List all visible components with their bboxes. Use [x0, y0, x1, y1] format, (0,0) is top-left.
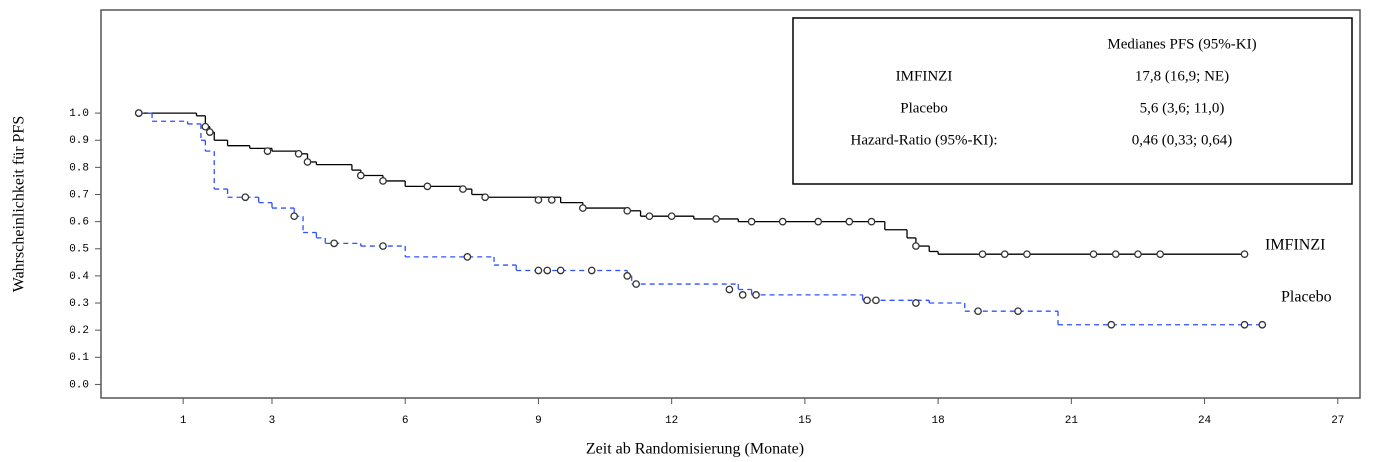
y-tick-label: 0.0 — [69, 379, 89, 391]
censor-mark — [867, 217, 876, 226]
table-row-label: Hazard-Ratio (95%-KI): — [850, 132, 997, 148]
censor-mark — [294, 149, 303, 158]
censor-mark — [1111, 250, 1120, 259]
censor-mark — [1089, 250, 1098, 259]
censor-mark — [1240, 250, 1249, 259]
y-tick-label: 0.3 — [69, 298, 89, 310]
y-tick-label: 0.2 — [69, 325, 89, 337]
x-tick-label: 21 — [1065, 415, 1079, 427]
censor-mark — [1107, 320, 1116, 329]
x-tick-label: 18 — [932, 415, 945, 427]
censor-mark — [752, 291, 760, 299]
x-tick-label: 3 — [269, 415, 276, 427]
censor-mark — [778, 217, 787, 226]
x-tick-label: 24 — [1198, 415, 1212, 427]
y-tick-label: 0.5 — [69, 244, 89, 256]
censor-mark — [534, 266, 543, 275]
censor-mark — [330, 239, 338, 248]
censor-mark — [912, 299, 920, 307]
censor-mark — [379, 177, 387, 185]
censor-mark — [303, 158, 312, 166]
censor-mark — [379, 242, 387, 250]
y-tick-label: 0.1 — [69, 352, 89, 364]
censor-mark — [263, 147, 272, 155]
censor-mark — [845, 217, 854, 226]
table-row-value: 5,6 (3,6; 11,0) — [1140, 100, 1225, 116]
censor-mark — [667, 212, 676, 221]
y-tick-label: 0.4 — [69, 271, 89, 283]
censor-mark — [290, 212, 299, 221]
x-tick-label: 9 — [535, 415, 542, 427]
censor-mark — [747, 217, 756, 226]
censor-mark — [974, 307, 982, 316]
y-tick-label: 0.8 — [69, 162, 89, 174]
plot-frame — [100, 9, 1361, 399]
table-header: Medianes PFS (95%-KI) — [1107, 36, 1256, 52]
table-row-label: IMFINZI — [896, 68, 953, 84]
censor-mark — [632, 280, 640, 288]
censor-mark — [1000, 250, 1009, 259]
y-tick-label: 0.7 — [69, 189, 89, 201]
summary-box — [792, 17, 1353, 185]
censor-mark — [712, 215, 720, 223]
censor-mark — [543, 266, 552, 275]
censor-mark — [201, 122, 210, 131]
censor-mark — [587, 266, 596, 275]
censor-mark — [534, 196, 543, 204]
censor-mark — [623, 206, 632, 215]
censor-mark — [1134, 250, 1142, 259]
series-label: Placebo — [1281, 289, 1332, 306]
censor-mark — [356, 171, 365, 180]
censor-mark — [1240, 320, 1249, 329]
x-tick-label: 12 — [665, 415, 678, 427]
table-row-value: 0,46 (0,33; 0,64) — [1132, 132, 1232, 148]
censor-mark — [205, 128, 214, 136]
y-tick-label: 0.6 — [69, 217, 89, 229]
censor-mark — [547, 196, 556, 204]
censor-mark — [423, 182, 432, 191]
censor-mark — [912, 242, 920, 250]
x-tick-label: 15 — [798, 415, 811, 427]
y-tick-label: 0.9 — [69, 135, 89, 147]
censor-mark — [814, 217, 823, 226]
censor-mark — [872, 296, 880, 305]
censor-mark — [1258, 320, 1267, 329]
censor-mark — [578, 204, 587, 212]
x-tick-label: 1 — [180, 415, 187, 427]
censor-mark — [481, 193, 489, 202]
x-tick-label: 27 — [1331, 415, 1344, 427]
censor-mark — [1156, 250, 1165, 259]
table-row-value: 17,8 (16,9; NE) — [1135, 68, 1229, 84]
y-tick-label: 1.0 — [69, 108, 89, 120]
censor-mark — [1014, 307, 1022, 316]
censor-mark — [134, 109, 143, 117]
censor-mark — [459, 185, 467, 193]
x-tick-label: 6 — [402, 415, 409, 427]
x-axis-label: Zeit ab Randomisierung (Monate) — [586, 441, 804, 458]
series-label: IMFINZI — [1265, 237, 1325, 254]
y-axis-label: Wahrscheinlichkeit für PFS — [11, 116, 28, 292]
censor-mark — [645, 212, 654, 221]
censor-mark — [241, 193, 250, 202]
censor-mark — [556, 266, 565, 275]
table-row-label: Placebo — [900, 100, 947, 116]
censor-mark — [623, 272, 632, 280]
censor-mark — [863, 296, 871, 305]
censor-mark — [1023, 250, 1031, 259]
censor-mark — [463, 253, 472, 261]
censor-mark — [738, 291, 747, 299]
censor-mark — [725, 285, 734, 294]
censor-mark — [978, 250, 987, 259]
